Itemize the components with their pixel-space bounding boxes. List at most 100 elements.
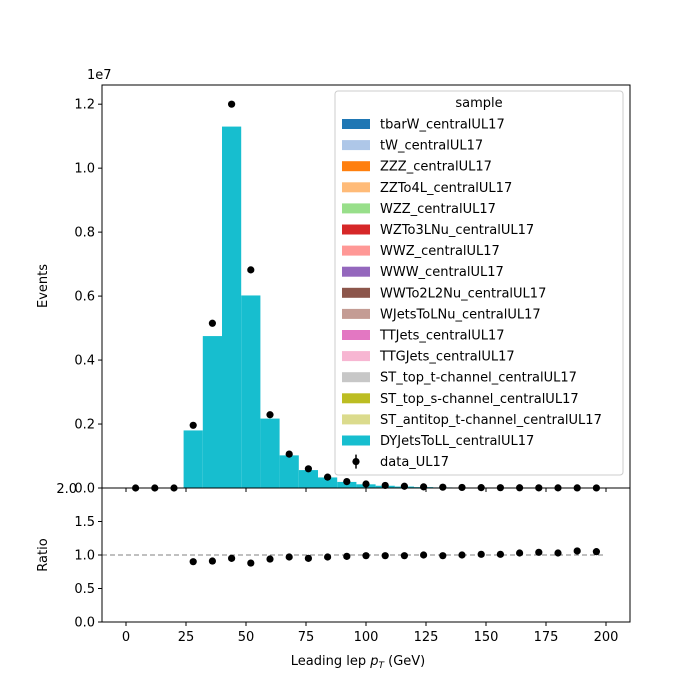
legend-swatch bbox=[342, 330, 370, 340]
x-axis-label-unit: (GeV) bbox=[384, 654, 425, 669]
data-point bbox=[381, 481, 389, 490]
ratio-point bbox=[477, 550, 485, 558]
legend-swatch bbox=[342, 414, 370, 425]
legend-label: ST_top_t-channel_centralUL17 bbox=[380, 371, 577, 386]
legend-label: ZZZ_centralUL17 bbox=[380, 160, 492, 175]
legend-label: data_UL17 bbox=[380, 455, 449, 470]
legend-label: DYJetsToLL_centralUL17 bbox=[380, 434, 534, 449]
ratio-point bbox=[458, 551, 466, 559]
ratio-points bbox=[189, 547, 601, 567]
y-tick-label: 0.4 bbox=[74, 354, 95, 369]
histogram-bar bbox=[202, 336, 222, 488]
legend-swatch bbox=[342, 308, 370, 319]
ratio-point bbox=[208, 557, 216, 565]
legend-label: TTGJets_centralUL17 bbox=[379, 350, 515, 365]
data-point bbox=[343, 478, 351, 486]
data-point bbox=[285, 450, 293, 458]
main-y-ticks: 0.0 0.2 0.4 0.6 0.8 1.0 1.2 bbox=[74, 98, 607, 497]
data-point bbox=[228, 100, 236, 108]
ratio-point bbox=[304, 554, 312, 562]
ratio-point bbox=[228, 554, 236, 562]
x-axis-label: Leading lep pT (GeV) bbox=[291, 654, 425, 671]
ratio-point bbox=[496, 550, 504, 558]
ratio-point bbox=[516, 549, 524, 557]
histogram-bar bbox=[279, 455, 299, 488]
x-tick-label: 25 bbox=[178, 630, 195, 645]
histogram-bar bbox=[183, 430, 203, 488]
legend-swatch bbox=[342, 435, 370, 446]
data-point bbox=[189, 421, 197, 429]
legend-title: sample bbox=[455, 96, 502, 111]
data-point bbox=[247, 266, 255, 274]
legend-swatch bbox=[342, 287, 370, 298]
legend-label: WWW_centralUL17 bbox=[380, 265, 504, 280]
x-tick-label: 200 bbox=[594, 630, 619, 645]
y-tick-label: 0.8 bbox=[74, 226, 95, 241]
ratio-point bbox=[439, 552, 447, 560]
legend-entries: tbarW_centralUL17 tW_centralUL17 ZZZ_centr… bbox=[342, 118, 602, 470]
main-histogram-panel: 0.0 0.2 0.4 0.6 0.8 1.0 1.2 1e7 Events sample … bbox=[36, 68, 631, 497]
ratio-y-tick-label: 0.5 bbox=[74, 582, 95, 597]
ratio-point bbox=[535, 548, 543, 556]
legend-swatch bbox=[342, 140, 370, 151]
data-point bbox=[266, 411, 274, 419]
legend-label: WZTo3LNu_centralUL17 bbox=[380, 223, 534, 238]
y-scale-multiplier: 1e7 bbox=[87, 68, 112, 83]
ratio-y-ticks: 0.0 0.5 1.0 1.5 bbox=[74, 515, 102, 631]
legend-swatch bbox=[342, 393, 370, 404]
legend-label: tbarW_centralUL17 bbox=[380, 118, 505, 133]
histogram-bar bbox=[241, 295, 261, 488]
y-tick-label: 1.2 bbox=[74, 98, 95, 113]
legend-swatch bbox=[342, 203, 370, 214]
legend-box bbox=[334, 90, 624, 476]
legend-swatch bbox=[342, 266, 370, 277]
data-point bbox=[304, 465, 312, 473]
main-y-axis-label: Events bbox=[36, 264, 51, 308]
legend-label: WJetsToLNu_centralUL17 bbox=[380, 307, 541, 322]
ratio-y-axis-label: Ratio bbox=[36, 538, 51, 571]
x-tick-label: 125 bbox=[414, 630, 439, 645]
ratio-point bbox=[554, 549, 562, 557]
x-tick-label: 0 bbox=[122, 630, 130, 645]
ratio-point bbox=[573, 547, 581, 555]
ratio-point bbox=[343, 552, 351, 560]
ratio-point bbox=[266, 555, 274, 563]
legend-label: ST_antitop_t-channel_centralUL17 bbox=[380, 413, 602, 428]
ratio-point bbox=[324, 553, 332, 561]
ratio-y-tick-label: 1.0 bbox=[74, 549, 95, 564]
histogram-bar bbox=[260, 418, 280, 488]
ratio-point bbox=[247, 559, 255, 567]
ratio-point bbox=[189, 558, 197, 566]
histogram-bar bbox=[318, 477, 338, 488]
ratio-point bbox=[420, 551, 428, 559]
data-point bbox=[458, 483, 466, 492]
ratio-point bbox=[362, 552, 370, 560]
ratio-y-tick-label: 0.0 bbox=[74, 616, 95, 631]
x-tick-label: 150 bbox=[474, 630, 499, 645]
ratio-panel: 0.00.51.01.5 0 25 50 75 100 125 150 175 200 2.0 … bbox=[36, 482, 631, 671]
ratio-point bbox=[592, 548, 601, 556]
legend-label: TTJets_centralUL17 bbox=[379, 329, 505, 344]
legend-swatch bbox=[342, 182, 370, 193]
x-tick-label: 175 bbox=[534, 630, 559, 645]
ratio-point bbox=[400, 552, 408, 560]
y-tick-label: 1.0 bbox=[74, 162, 95, 177]
data-point bbox=[400, 482, 408, 490]
data-point bbox=[324, 473, 332, 481]
y-tick-label: 0.6 bbox=[74, 290, 95, 305]
y-tick-label: 0.0 bbox=[74, 482, 95, 497]
legend-label: ST_top_s-channel_centralUL17 bbox=[380, 392, 579, 407]
legend-label: ZZTo4L_centralUL17 bbox=[380, 181, 512, 196]
histogram-bar bbox=[222, 126, 242, 488]
legend-swatch bbox=[342, 372, 370, 383]
x-tick-label: 100 bbox=[354, 630, 379, 645]
histogram-bar bbox=[298, 470, 318, 488]
ratio-point bbox=[381, 552, 389, 560]
legend-marker bbox=[352, 458, 360, 466]
legend-label: WWTo2L2Nu_centralUL17 bbox=[380, 286, 546, 301]
legend: sample tbarW_centralUL17 tW_centralUL17 ZZ… bbox=[334, 90, 624, 476]
legend-swatch bbox=[342, 119, 370, 129]
x-tick-label: 75 bbox=[298, 630, 315, 645]
legend-label: WZZ_centralUL17 bbox=[380, 202, 496, 217]
